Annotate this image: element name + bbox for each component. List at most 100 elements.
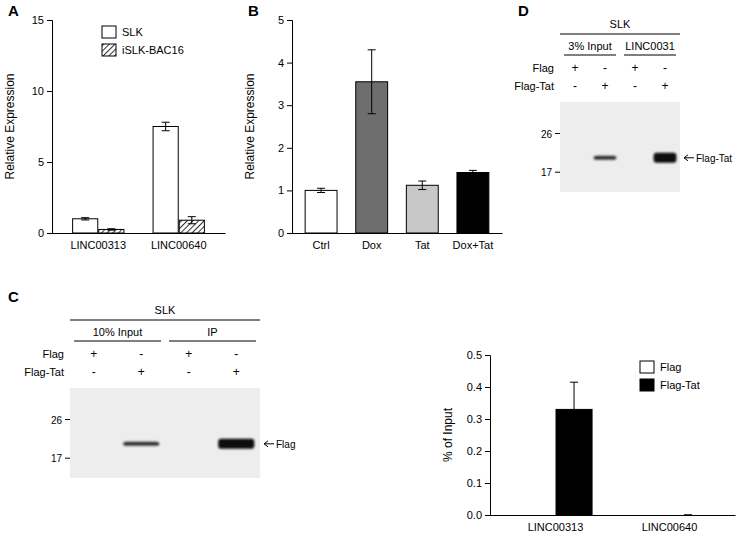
- y-tick: 4: [278, 57, 292, 69]
- axis-title: % of Input: [441, 407, 455, 462]
- error-bar: [684, 515, 692, 516]
- group-line: [624, 55, 676, 56]
- tick-label: 5: [38, 156, 44, 168]
- tick-mark: [287, 148, 292, 149]
- lane-sign: +: [185, 347, 192, 361]
- plot-area: [73, 122, 205, 233]
- x-tick: LINC00313: [528, 515, 584, 533]
- tick-mark: [485, 387, 490, 388]
- tick-mark: [287, 63, 292, 64]
- y-tick: 5: [278, 14, 292, 26]
- arrow: [684, 155, 694, 161]
- y-tick: 10: [32, 85, 52, 97]
- tick-label: 0.2: [467, 445, 482, 457]
- lane-sign: +: [233, 365, 240, 379]
- error-bar: [107, 229, 115, 230]
- tick-mark: [47, 20, 52, 21]
- tick-mark: [47, 162, 52, 163]
- error-bar: [469, 170, 477, 174]
- lane-sign: -: [92, 365, 96, 379]
- error-bar: [418, 181, 426, 190]
- axis-line: [485, 356, 491, 516]
- tick-label: 10: [32, 85, 44, 97]
- tick-mark: [287, 233, 292, 234]
- y-tick: 3: [278, 99, 292, 111]
- band-label: Flag-Tat: [696, 153, 732, 164]
- band-label: Flag: [276, 439, 295, 450]
- y-tick: 0.0: [467, 509, 490, 521]
- panel-label: D: [518, 2, 529, 19]
- bar: [305, 190, 337, 233]
- tick-mark: [47, 233, 52, 234]
- panel-label: A: [8, 2, 19, 19]
- band: [218, 439, 254, 449]
- tick-label: 15: [32, 14, 44, 26]
- error-bar: [81, 218, 89, 220]
- group-label: 10% Input: [93, 326, 143, 338]
- y-tick: 0: [38, 227, 52, 239]
- y-tick: 0.2: [467, 445, 490, 457]
- chart: 012345CtrlDoxTatDox+TatRelative Expressi…: [243, 2, 503, 251]
- bar: [153, 127, 178, 234]
- tick-label: Dox: [362, 239, 382, 251]
- legend: SLKiSLK-BAC16: [102, 26, 184, 56]
- tick-label: 0: [278, 227, 284, 239]
- lane-sign: +: [571, 61, 578, 75]
- axis-line: [491, 515, 736, 516]
- legend-swatch: [640, 361, 654, 373]
- tick-label: 3: [278, 99, 284, 111]
- bar: [519, 515, 555, 516]
- x-tick: LINC00640: [642, 515, 698, 533]
- cell-line: SLK: [155, 304, 176, 316]
- x-tick: Dox+Tat: [453, 233, 494, 251]
- marker-tick: [555, 133, 560, 134]
- tick-mark: [485, 515, 490, 516]
- marker-label: 17: [51, 453, 63, 464]
- blot-membrane: [70, 388, 260, 478]
- lane-sign: +: [631, 61, 638, 75]
- lane-sign: +: [661, 79, 668, 93]
- lane-sign: +: [90, 347, 97, 361]
- band: [123, 442, 159, 446]
- x-axis: LINC00313 LINC00640: [491, 515, 736, 533]
- legend-swatch: [640, 379, 654, 391]
- blot: CSLK10% InputIPFlag+-+-Flag-Tat-+-+2617F…: [8, 288, 295, 478]
- row-label: Flag: [533, 62, 554, 74]
- error-bar: [317, 188, 325, 192]
- axis-line: [53, 233, 226, 234]
- legend: FlagFlag-Tat: [640, 361, 700, 391]
- header-line: [560, 34, 680, 35]
- marker-label: 17: [541, 167, 553, 178]
- marker-label: 26: [541, 129, 553, 140]
- x-tick: LINC00640: [151, 233, 207, 251]
- lane-sign: -: [139, 347, 143, 361]
- blot-membrane: [560, 102, 680, 192]
- tick-label: LINC00640: [151, 239, 207, 251]
- tick-label: 0.5: [467, 349, 482, 361]
- tick-label: Ctrl: [313, 239, 330, 251]
- error-bar: [188, 217, 196, 224]
- marker-tick: [555, 172, 560, 173]
- group-line: [74, 341, 161, 342]
- tick-label: 0.1: [467, 477, 482, 489]
- y-tick: 1: [278, 184, 292, 196]
- bar: [633, 515, 669, 516]
- tick-label: 0.3: [467, 413, 482, 425]
- y-axis: 0 5 10 15: [32, 14, 53, 239]
- lane-sign: -: [573, 79, 577, 93]
- band: [654, 153, 677, 163]
- lane-sign: -: [234, 347, 238, 361]
- y-tick: 15: [32, 14, 52, 26]
- figure: 051015LINC00313LINC00640Relative Express…: [0, 0, 750, 549]
- error-bar: [570, 382, 578, 436]
- tick-label: 5: [278, 14, 284, 26]
- axis-title: Relative Expression: [3, 73, 17, 179]
- lane-sign: +: [138, 365, 145, 379]
- marker-label: 26: [51, 415, 63, 426]
- panel-label: B: [248, 2, 259, 19]
- lane-sign: -: [633, 79, 637, 93]
- arrow: [264, 441, 274, 447]
- x-tick: Tat: [415, 233, 430, 251]
- tick-label: 0.0: [467, 509, 482, 521]
- x-axis: Ctrl Dox Tat Dox+Tat: [293, 233, 503, 251]
